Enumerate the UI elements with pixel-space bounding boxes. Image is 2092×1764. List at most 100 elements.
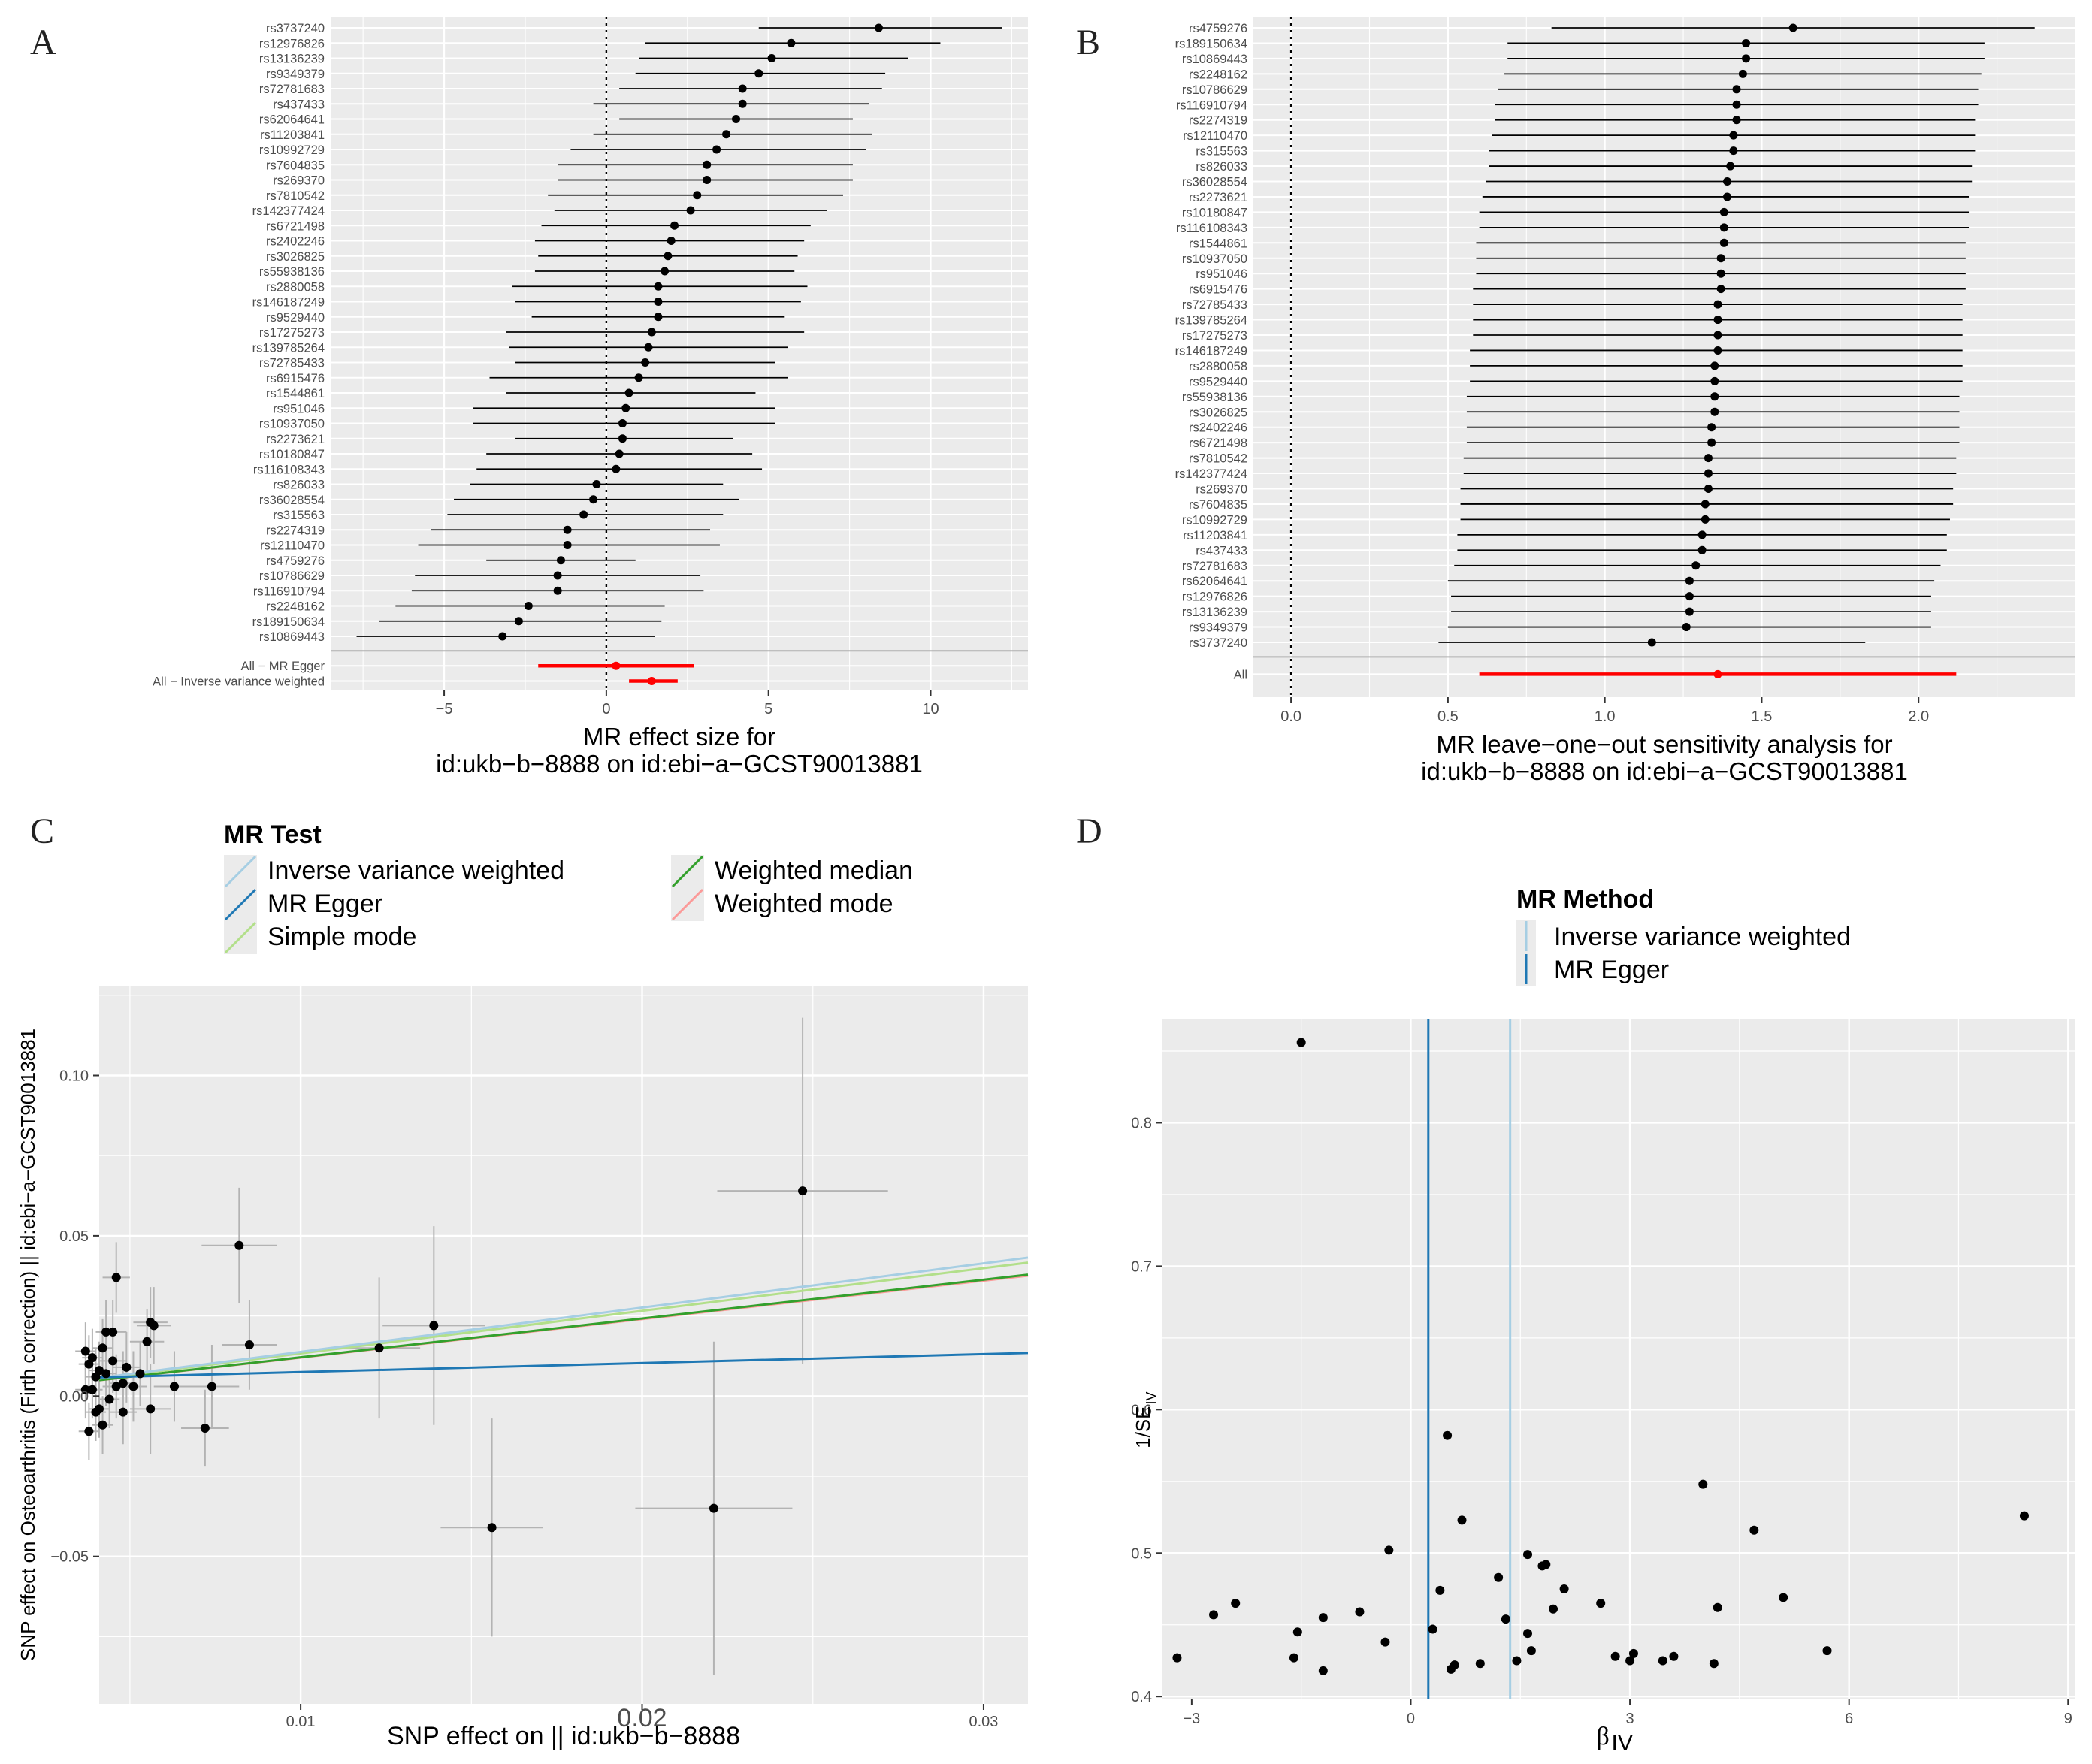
y-tick-label: 0.7 (1131, 1258, 1152, 1275)
snp-point (686, 206, 695, 215)
snp-point (1713, 1602, 1722, 1612)
snp-label: rs17275273 (1182, 329, 1247, 343)
snp-label: rs10937050 (259, 418, 325, 431)
x-tick-label: 0.5 (1437, 708, 1459, 725)
snp-point (722, 130, 731, 139)
legend-label: Simple mode (268, 923, 416, 951)
snp-label: rs10786629 (259, 569, 325, 583)
legend-title: MR Method (1516, 885, 1654, 914)
snp-label: rs13136239 (259, 53, 325, 66)
snp-point (624, 388, 633, 397)
plot-background (1162, 1019, 2075, 1699)
snp-label: rs10992729 (1182, 513, 1247, 527)
snp-label: rs2402246 (266, 235, 325, 249)
snp-label: rs2274319 (1189, 114, 1247, 128)
snp-label: rs9529440 (1189, 375, 1247, 388)
snp-label: rs146187249 (1175, 344, 1247, 358)
snp-point (738, 99, 747, 108)
snp-label: rs142377424 (1175, 467, 1247, 481)
y-tick-label: 0.5 (1131, 1545, 1152, 1562)
snp-label: rs116108343 (1176, 222, 1247, 235)
plot-background (1253, 17, 2075, 697)
snp-point (84, 1427, 94, 1436)
snp-label: rs12110470 (1183, 129, 1247, 143)
snp-label: rs3026825 (266, 250, 325, 264)
snp-point (1822, 1646, 1832, 1656)
snp-label: rs2880058 (266, 280, 325, 294)
snp-label: rs11203841 (1183, 529, 1247, 542)
snp-point (80, 1385, 90, 1394)
snp-label: rs826033 (273, 479, 325, 492)
snp-label: rs12110470 (260, 539, 325, 553)
snp-point (579, 510, 588, 519)
snp-label: rs10869443 (259, 630, 325, 644)
legend-swatch (224, 855, 257, 888)
snp-label: rs116910794 (1176, 98, 1247, 112)
summary-point (612, 661, 621, 670)
regression-line (98, 1273, 1029, 1382)
x-tick-label: −5 (436, 701, 453, 717)
snp-label: rs55938136 (1182, 391, 1247, 404)
snp-point (1443, 1430, 1453, 1440)
snp-label: rs11203841 (260, 128, 325, 142)
snp-point (1710, 376, 1719, 385)
snp-point (1698, 1479, 1708, 1489)
snp-label: rs139785264 (1175, 314, 1247, 328)
y-axis-title: SNP effect on Osteoarthritis (Firth corr… (17, 1028, 39, 1661)
snp-point (767, 54, 776, 62)
legend-label: Inverse variance weighted (1554, 923, 1851, 951)
x-tick-label: 1.5 (1752, 708, 1773, 725)
panel-label-d: D (1076, 811, 1102, 851)
snp-label: rs9349379 (266, 68, 325, 81)
snp-label: rs142377424 (252, 204, 325, 218)
snp-point (207, 1382, 216, 1391)
x-tick-label: 3 (1626, 1711, 1634, 1727)
snp-point (1723, 192, 1732, 201)
snp-label: rs189150634 (252, 615, 325, 629)
snp-point (1523, 1550, 1532, 1560)
snp-point (1726, 162, 1735, 171)
snp-point (1707, 438, 1716, 447)
y-tick-label: 0.00 (59, 1388, 89, 1405)
x-axis-title: id:ukb−b−8888 on id:ebi−a−GCST90013881 (436, 750, 923, 778)
snp-point (693, 191, 702, 200)
snp-point (1742, 54, 1751, 63)
snp-point (1457, 1515, 1467, 1525)
snp-point (621, 403, 630, 412)
snp-point (1723, 177, 1732, 186)
snp-point (1713, 331, 1722, 340)
snp-label: rs315563 (273, 509, 325, 522)
snp-point (703, 160, 712, 169)
snp-point (1697, 530, 1707, 539)
snp-label: rs315563 (1196, 145, 1247, 159)
snp-label: rs55938136 (259, 265, 325, 279)
snp-point (1512, 1656, 1522, 1666)
snp-label: rs139785264 (252, 341, 325, 355)
snp-label: rs62064641 (259, 113, 325, 127)
y-tick-label: 0.10 (59, 1068, 89, 1085)
snp-point (1685, 576, 1694, 585)
x-tick-label: 0.0 (1280, 708, 1301, 725)
snp-point (1318, 1666, 1328, 1675)
legend-swatch (671, 888, 704, 921)
snp-point (429, 1321, 439, 1331)
snp-point (670, 221, 679, 230)
legend-title: MR Test (224, 820, 322, 849)
scatter-plot-c: MR Test Inverse variance weighted MR Egger… (17, 820, 1029, 1750)
snp-point (1732, 116, 1741, 125)
snp-point (1355, 1607, 1365, 1617)
legend-label: Inverse variance weighted (268, 856, 564, 885)
snp-point (592, 480, 601, 488)
snp-point (487, 1523, 497, 1533)
snp-point (1231, 1599, 1241, 1608)
snp-point (1669, 1651, 1679, 1661)
snp-label: rs269370 (1196, 483, 1247, 497)
y-tick-label: −0.05 (50, 1549, 89, 1566)
panel-label-a: A (30, 23, 56, 62)
x-tick-label: 0 (602, 701, 610, 717)
snp-point (1435, 1585, 1445, 1595)
x-tick-label: 1.0 (1595, 708, 1616, 725)
snp-point (612, 464, 621, 473)
snp-point (1713, 346, 1722, 355)
snp-label: rs6721498 (1189, 436, 1247, 450)
